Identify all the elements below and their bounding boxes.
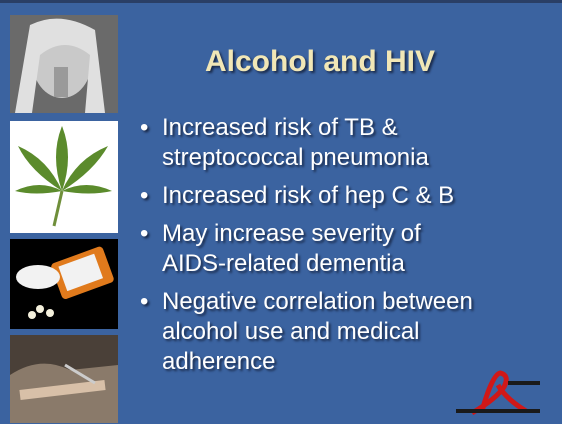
bullet-line: Increased risk of TB & — [162, 113, 546, 143]
bullet-line: streptococcal pneumonia — [162, 143, 546, 173]
photo-pills — [10, 239, 118, 329]
bullet: Increased risk of TB &streptococcal pneu… — [136, 113, 546, 173]
bullet-line: May increase severity of — [162, 219, 546, 249]
bullet-line: AIDS-related dementia — [162, 249, 546, 279]
bullet-line: Increased risk of hep C & B — [162, 181, 546, 211]
slide: Alcohol and HIV Increased risk of TB &st… — [0, 0, 562, 424]
photo-leaf — [10, 121, 118, 233]
slide-title: Alcohol and HIV — [130, 45, 510, 79]
bullet-line: Negative correlation between — [162, 287, 546, 317]
photo-drinking — [10, 15, 118, 113]
bullet-list: Increased risk of TB &streptococcal pneu… — [136, 113, 546, 385]
logo — [452, 365, 544, 417]
bullet: Increased risk of hep C & B — [136, 181, 546, 211]
bullet-line: alcohol use and medical — [162, 317, 546, 347]
photo-injection — [10, 335, 118, 423]
